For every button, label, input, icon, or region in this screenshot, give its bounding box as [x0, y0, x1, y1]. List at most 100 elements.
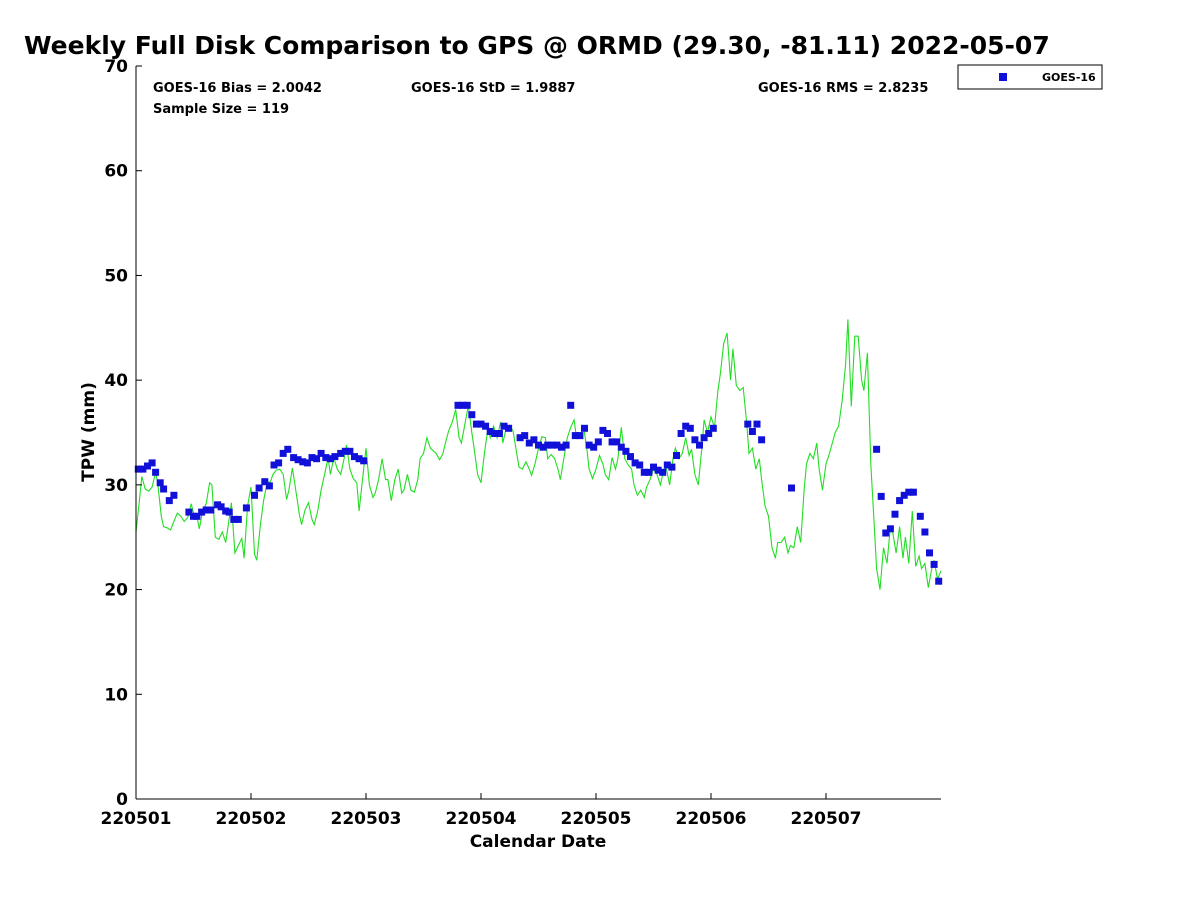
goes16-point: [916, 512, 924, 520]
x-tick-label: 220507: [791, 809, 862, 829]
y-tick-label: 30: [104, 476, 128, 496]
goes16-point: [521, 432, 529, 440]
goes16-point: [294, 456, 302, 464]
goes16-point: [346, 447, 354, 455]
goes16-point: [921, 528, 929, 536]
goes16-point: [930, 560, 938, 568]
y-tick-label: 40: [104, 371, 128, 391]
goes16-point: [558, 443, 565, 451]
goes16-point: [576, 432, 584, 440]
y-tick-label: 50: [104, 266, 128, 286]
goes16-point: [144, 462, 151, 470]
goes16-point: [270, 461, 278, 469]
goes16-point: [360, 457, 368, 465]
goes16-point: [261, 478, 269, 486]
goes16-point: [495, 430, 503, 437]
legend: GOES-16: [957, 64, 1103, 90]
goes16-point: [659, 468, 667, 476]
goes16-point: [909, 488, 917, 496]
x-tick-label: 220501: [101, 809, 172, 829]
goes16-point: [548, 441, 556, 449]
goes16-point: [198, 508, 206, 516]
goes16-point: [553, 441, 561, 449]
goes16-point: [134, 465, 142, 473]
goes16-point: [535, 441, 542, 449]
ticks: 0 10 20 30 40 50 60 70 220501 220502 220503 220504 2…: [101, 57, 862, 829]
goes16-point: [562, 441, 570, 449]
goes16-point: [234, 515, 242, 523]
goes16-point: [337, 449, 345, 457]
goes16-point: [255, 484, 263, 492]
x-tick-label: 220505: [561, 809, 632, 829]
goes16-point: [299, 458, 307, 466]
goes16-point: [636, 461, 644, 469]
goes16-point: [673, 452, 680, 459]
goes16-point: [326, 455, 334, 463]
goes16-point: [505, 424, 513, 432]
goes16-point: [351, 453, 358, 461]
goes16-point: [482, 422, 490, 430]
goes16-point: [567, 401, 575, 409]
goes16-point: [290, 454, 298, 462]
goes16-point: [202, 506, 210, 514]
stat-text: GOES-16 RMS = 2.8235: [758, 81, 928, 96]
goes16-point: [185, 508, 193, 516]
goes16-point: [303, 459, 311, 467]
goes16-point: [459, 401, 467, 409]
y-tick-label: 20: [104, 581, 128, 601]
goes16-point: [539, 443, 547, 451]
goes16-point: [631, 459, 639, 467]
goes16-point: [748, 428, 756, 435]
gps-series: [135, 319, 942, 590]
goes16-point: [317, 449, 325, 457]
stat-text: GOES-16 Bias = 2.0042: [153, 81, 322, 96]
goes16-point: [663, 461, 671, 469]
goes16-point: [935, 577, 943, 585]
goes16-point: [581, 424, 588, 432]
goes16-point: [645, 468, 653, 476]
goes16-point: [308, 454, 316, 462]
goes16-point: [251, 491, 258, 499]
goes16-point: [788, 484, 795, 492]
x-tick-label: 220503: [331, 809, 402, 829]
legend-marker: [999, 73, 1007, 81]
goes16-point: [530, 436, 538, 444]
goes16-point: [165, 497, 173, 505]
goes16-point: [284, 445, 292, 453]
goes16-point: [279, 449, 287, 457]
goes16-point: [500, 422, 508, 430]
goes16-point: [275, 459, 283, 467]
y-axis-label: TPW (mm): [79, 382, 99, 482]
goes16-point: [170, 491, 178, 499]
goes16-point: [700, 434, 708, 442]
goes16-point: [753, 420, 761, 428]
goes16-point: [604, 430, 611, 437]
goes16-point: [156, 479, 164, 487]
x-tick-label: 220504: [446, 809, 517, 829]
goes16-point: [217, 503, 225, 511]
goes16-point: [139, 465, 147, 473]
goes16-point: [900, 491, 908, 499]
goes16-point: [617, 443, 625, 451]
stats-block: GOES-16 Bias = 2.0042 GOES-16 StD = 1.988…: [153, 81, 928, 117]
goes16-point: [686, 424, 694, 432]
goes16-point: [650, 463, 657, 471]
y-tick-label: 60: [104, 162, 128, 182]
axes: [135, 66, 941, 800]
goes16-point: [905, 488, 913, 496]
goes16-point: [640, 468, 648, 476]
goes16-point: [230, 515, 238, 523]
legend-box: [957, 64, 1103, 90]
x-axis-label: Calendar Date: [470, 832, 607, 852]
goes16-point: [544, 441, 552, 449]
goes16-point: [668, 463, 676, 471]
goes16-point: [758, 436, 766, 444]
goes16-point: [463, 401, 471, 409]
goes16-point: [926, 549, 933, 557]
goes16-point: [705, 430, 713, 437]
goes16-point: [891, 510, 899, 518]
goes16-series: [134, 401, 943, 585]
goes16-point: [525, 439, 533, 447]
goes16-point: [152, 468, 160, 476]
